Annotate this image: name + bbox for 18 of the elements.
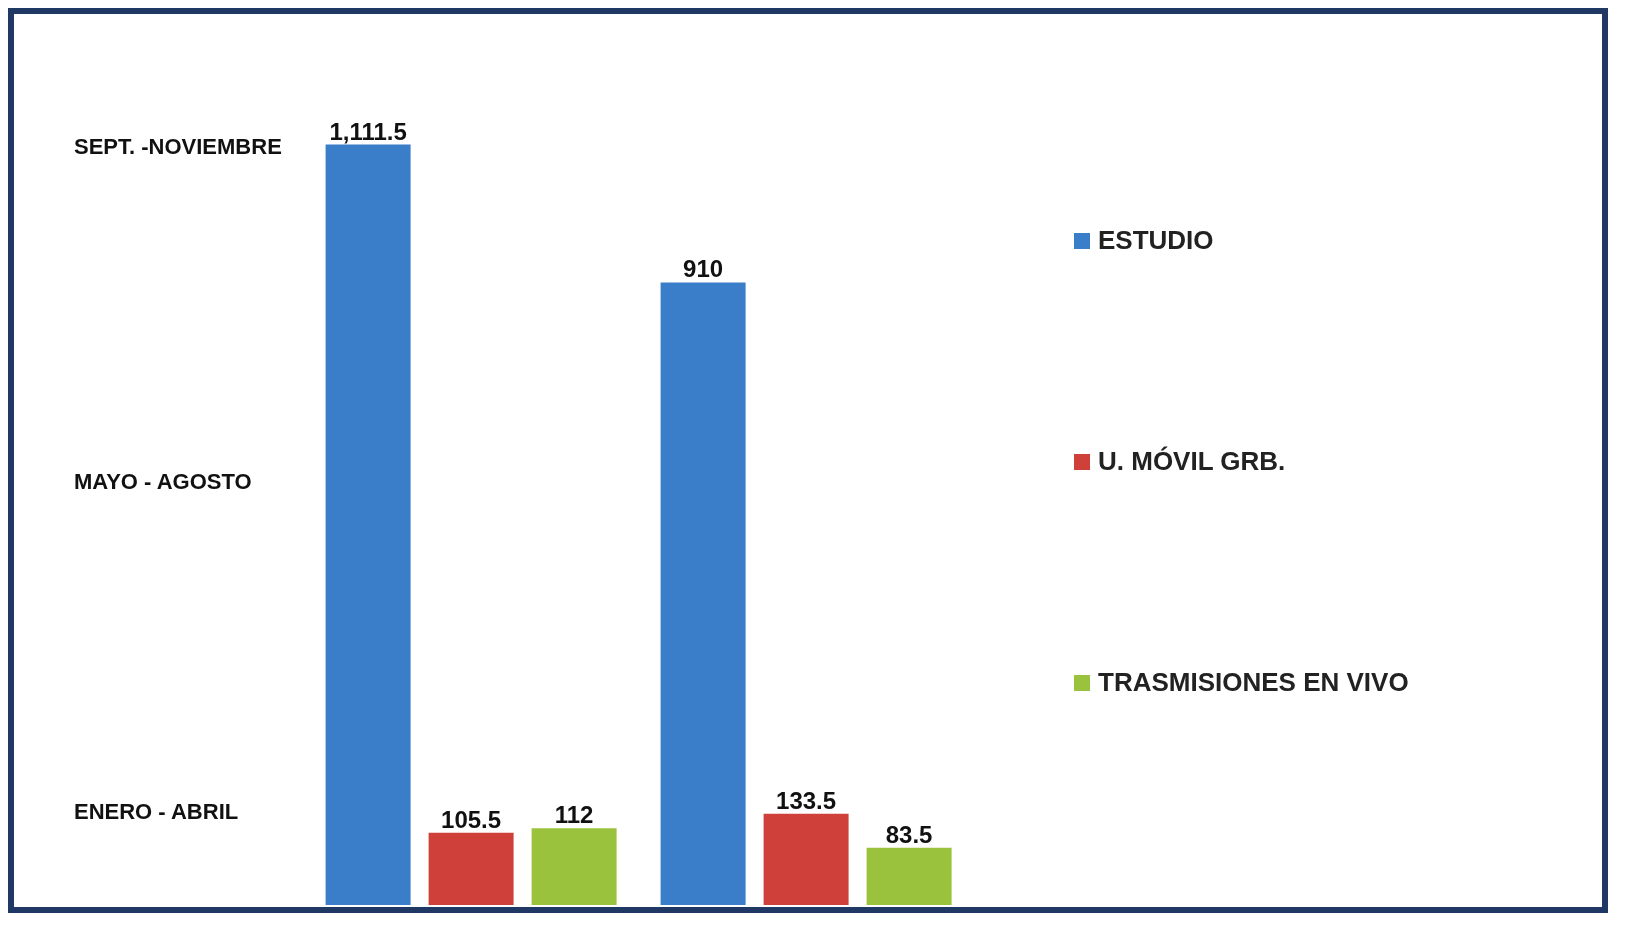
data-label: 133.5 (776, 786, 837, 814)
legend-label: TRASMISIONES EN VIVO (1097, 667, 1410, 698)
bar (660, 282, 746, 905)
legend-label: ESTUDIO (1097, 225, 1215, 256)
bar (866, 847, 952, 905)
data-label: 83.5 (885, 820, 933, 848)
bar (763, 813, 849, 905)
text: SEPT. -NOVIEMBRE (74, 134, 282, 160)
data-label: 112 (554, 801, 594, 829)
bar (531, 828, 617, 905)
legend-label: U. MÓVIL GRB. (1097, 446, 1287, 477)
data-label: 910 (683, 255, 724, 283)
bar (428, 832, 514, 905)
data-label: 105.5 (441, 805, 502, 833)
text: ENERO - ABRIL (74, 799, 239, 825)
bar (325, 144, 411, 905)
data-label: 1,111.5 (329, 117, 407, 145)
text: MAYO - AGOSTO (74, 469, 252, 495)
